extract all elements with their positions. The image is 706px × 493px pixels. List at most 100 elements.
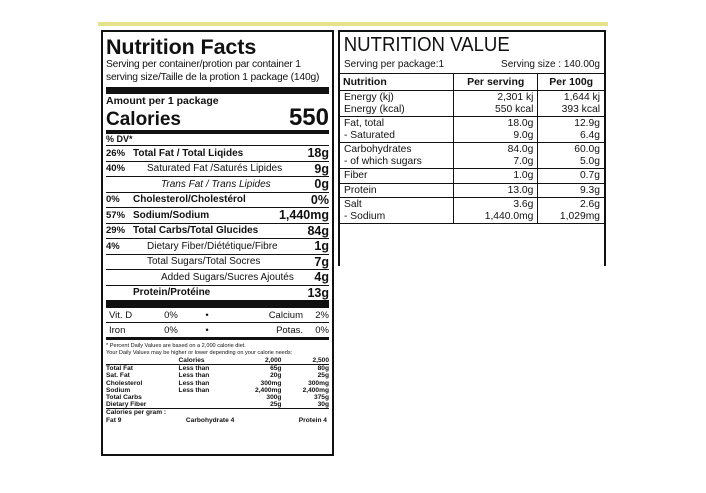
nv-per-serving-cell: 84.0g 7.0g	[452, 142, 539, 169]
dv-table-cell: Sodium	[106, 386, 131, 394]
nutrient-name: Sodium/Sodium	[133, 209, 210, 221]
nutrient-row: Total Sugars/Total Socres 7g	[106, 254, 329, 270]
nutrient-name: Total Sugars/Total Socres	[147, 256, 261, 268]
nv-per-serving-cell: 2,301 kj 550 kcal	[452, 90, 539, 117]
nv-per-serving-cell: 1.0g	[452, 168, 539, 184]
nv-per-serving-value: 550 kcal	[495, 103, 534, 115]
nv-per-serving-value: 84.0g	[507, 144, 534, 155]
nv-nutrient-name: Protein	[344, 184, 377, 196]
dv-table-row: Total Carbs 300g 375g	[106, 394, 329, 401]
nv-nutrient-cell: Carbohydrates - of which sugars	[340, 142, 454, 169]
calories-per-gram: Calories per gram :	[106, 409, 167, 417]
nutrition-value-panel: NUTRITION VALUE Serving per package:1 Se…	[338, 30, 606, 266]
nutrient-name: Total Fat / Total Liqides	[133, 147, 244, 159]
dv-table-cell: 65g	[233, 364, 282, 373]
nv-nutrient-cell: Salt - Sodium	[340, 197, 454, 224]
dv-table-cell: 375g	[313, 394, 329, 402]
nv-nutrient-name: Fat, total	[344, 118, 385, 129]
calories-label: Calories	[106, 109, 181, 130]
nutrient-name: Saturated Fat /Saturés Lipides	[147, 163, 283, 175]
nv-nutrient-name: - Sodium	[344, 210, 386, 222]
serving-size: serving size/Taille de la protion 1 pack…	[106, 71, 320, 83]
nv-per-100g-cell: 9.3g	[537, 182, 604, 198]
nv-per-100g-cell: 2.6g 1,029mg	[537, 197, 604, 224]
nv-per-serving-cell: 3.6g 1,440.0mg	[452, 197, 539, 224]
nutrient-row: 26% Total Fat / Total Liqides 18g	[106, 146, 329, 162]
nv-per-serving-value: 18.0g	[507, 118, 534, 129]
nv-per-serving-value: 2,301 kj	[497, 92, 534, 103]
nutrient-value: 4g	[314, 270, 329, 285]
nv-per-serving-value: 3.6g	[513, 199, 534, 210]
nutrient-value: 7g	[314, 254, 329, 269]
nv-per-serving-value: 1.0g	[513, 170, 534, 181]
serving-info-row: Serving per package:1 Serving size : 140…	[340, 58, 604, 72]
dv-table-row: Sat. Fat Less than 20g 25g	[106, 372, 329, 379]
nutrient-dv-pct: 57%	[106, 209, 126, 221]
dv-table-cell: Less than	[178, 379, 210, 387]
nv-nutrient-name: Fiber	[344, 170, 368, 181]
nutrient-row: Protein/Protéine 13g	[106, 286, 329, 301]
dv-table-cell: 300mg	[308, 379, 329, 387]
dv-table-cell: Less than	[178, 386, 210, 394]
dv-table-cell: 25g	[270, 401, 282, 409]
nv-nutrient-name: - Saturated	[344, 129, 395, 141]
per-gram-row: Fat 9 Carbohydrate 4 Protein 4	[106, 417, 329, 425]
dv-table-cell: Less than	[178, 372, 210, 380]
nv-nutrient-name: - of which sugars	[344, 155, 422, 167]
nv-row: Fat, total - Saturated 18.0g 9.0g 12.9g 6.4g	[340, 116, 604, 143]
nv-header-cell: Nutrition	[340, 73, 454, 91]
mineral-name: Calcium	[268, 309, 303, 321]
nutrition-facts-panel: Nutrition Facts Serving per container/pr…	[101, 30, 334, 456]
nv-per-100g-value: 393 kcal	[561, 103, 600, 115]
vitamin-name: Vit. D	[109, 309, 133, 321]
serving-size-right: Serving size : 140.00g	[501, 59, 600, 70]
serving-per-package: Serving per package:1	[344, 59, 445, 70]
nv-nutrient-name: Salt	[344, 199, 362, 210]
dv-table-cell	[179, 401, 234, 408]
dv-table-row: Sodium Less than 2,400mg 2,400mg	[106, 387, 329, 394]
nutrient-row: 0% Cholesterol/Cholestérol 0%	[106, 193, 329, 208]
serving-per-container: Serving per container/protion par contai…	[106, 59, 301, 70]
dv-table-header-cell: 2,500	[312, 357, 329, 364]
nv-header-cell: Per 100g	[537, 73, 604, 91]
bullet-separator: •	[205, 324, 209, 336]
vitamin-row: Vit. D 0% • Calcium 2%	[106, 308, 329, 323]
nv-per-100g-value: 9.3g	[579, 184, 600, 196]
nutrient-name: Cholesterol/Cholestérol	[133, 194, 246, 206]
nv-per-100g-cell: 0.7g	[537, 168, 604, 184]
mineral-pct: 2%	[315, 309, 329, 321]
nutrient-rows: 26% Total Fat / Total Liqides 18g 40% Satura…	[106, 146, 329, 300]
nv-per-serving-value: 9.0g	[513, 129, 534, 141]
footer-divider	[106, 408, 329, 410]
footnote: * Percent Daily Values are based on a 2,…	[106, 340, 329, 357]
dv-table-cell: 2,400mg	[302, 386, 329, 394]
nv-per-100g-value: 5.0g	[579, 155, 600, 167]
nutrient-dv-pct: 29%	[106, 225, 126, 237]
nutrient-name: Added Sugars/Sucres Ajoutés	[161, 271, 294, 283]
mineral-pct: 0%	[315, 324, 329, 336]
nv-nutrient-cell: Fat, total - Saturated	[340, 116, 454, 143]
nv-per-serving-value: 1,440.0mg	[484, 210, 534, 222]
thick-divider	[106, 87, 329, 94]
nv-per-serving-value: 7.0g	[513, 155, 534, 167]
vitamin-pct: 0%	[164, 324, 178, 336]
nv-nutrient-name: Carbohydrates	[344, 144, 412, 155]
nutrient-value: 1g	[314, 239, 329, 254]
nv-nutrient-cell: Energy (kj) Energy (kcal)	[340, 90, 454, 117]
medium-divider	[106, 130, 329, 134]
nutrient-value: 0g	[314, 177, 329, 192]
footnote-line-2: Your Daily Values may be higher or lower…	[106, 350, 293, 356]
nutrition-facts-title: Nutrition Facts	[106, 35, 257, 59]
dv-header: % DV*	[106, 134, 329, 146]
nv-per-100g-cell: 60.0g 5.0g	[537, 142, 604, 169]
top-decorative-strip	[98, 22, 608, 26]
nutrient-value: 13g	[307, 285, 329, 300]
thick-divider-2	[106, 300, 329, 308]
mineral-name: Potas.	[276, 324, 303, 336]
vitamin-name: Iron	[109, 324, 126, 336]
nv-per-100g-value: 1,029mg	[559, 210, 600, 222]
dv-table-cell: Cholesterol	[106, 379, 143, 387]
nutrient-value: 84g	[307, 223, 329, 238]
nutrition-value-table: Nutrition Per serving Per 100g Energy (kj) E…	[340, 73, 604, 224]
nutrient-row: 57% Sodium/Sodium 1,440mg	[106, 208, 329, 224]
